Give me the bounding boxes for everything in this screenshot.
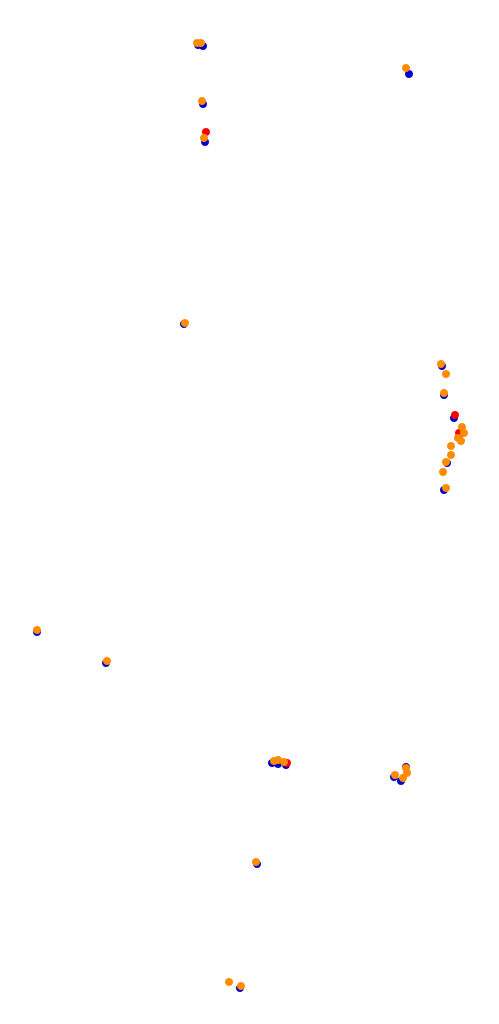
- point: [252, 858, 260, 866]
- point: [442, 458, 450, 466]
- point: [442, 370, 450, 378]
- point: [457, 437, 465, 445]
- point: [447, 442, 455, 450]
- point: [280, 758, 288, 766]
- point: [225, 978, 233, 986]
- point: [440, 389, 448, 397]
- point: [33, 626, 41, 634]
- point: [439, 468, 447, 476]
- point: [451, 411, 459, 419]
- point: [391, 771, 399, 779]
- point: [181, 319, 189, 327]
- point: [403, 769, 411, 777]
- point: [200, 134, 208, 142]
- point: [198, 97, 206, 105]
- point: [447, 451, 455, 459]
- point: [405, 70, 413, 78]
- point: [402, 64, 410, 72]
- point: [237, 982, 245, 990]
- point: [437, 360, 445, 368]
- point: [197, 39, 205, 47]
- point: [460, 429, 468, 437]
- point: [103, 657, 111, 665]
- point: [442, 484, 450, 492]
